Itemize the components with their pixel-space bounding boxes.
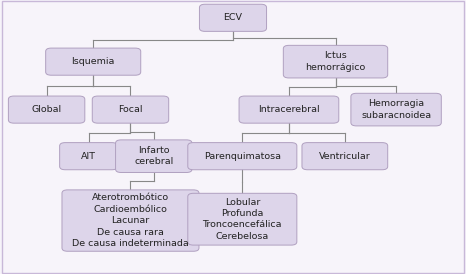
Text: Hemorragia
subaracnoidea: Hemorragia subaracnoidea: [361, 99, 431, 120]
Text: ECV: ECV: [224, 13, 242, 22]
FancyBboxPatch shape: [239, 96, 339, 123]
Text: Global: Global: [32, 105, 62, 114]
FancyBboxPatch shape: [60, 142, 117, 170]
FancyBboxPatch shape: [188, 142, 297, 170]
Text: Aterotrombótico
Cardioembólico
Lacunar
De causa rara
De causa indeterminada: Aterotrombótico Cardioembólico Lacunar D…: [72, 193, 189, 248]
FancyBboxPatch shape: [351, 93, 441, 126]
FancyBboxPatch shape: [199, 4, 267, 32]
FancyBboxPatch shape: [188, 193, 297, 245]
Text: Ictus
hemorrágico: Ictus hemorrágico: [305, 52, 366, 72]
Text: Lobular
Profunda
Troncoencefálica
Cerebelosa: Lobular Profunda Troncoencefálica Cerebe…: [203, 198, 282, 241]
FancyBboxPatch shape: [8, 96, 85, 123]
FancyBboxPatch shape: [302, 142, 388, 170]
Text: Parenquimatosa: Parenquimatosa: [204, 152, 281, 161]
Text: Focal: Focal: [118, 105, 143, 114]
Text: Ventricular: Ventricular: [319, 152, 371, 161]
Text: Infarto
cerebral: Infarto cerebral: [134, 146, 173, 166]
Text: Intracerebral: Intracerebral: [258, 105, 320, 114]
FancyBboxPatch shape: [116, 140, 192, 173]
FancyBboxPatch shape: [46, 48, 141, 75]
FancyBboxPatch shape: [92, 96, 169, 123]
FancyBboxPatch shape: [62, 190, 199, 251]
FancyBboxPatch shape: [283, 45, 388, 78]
Text: AIT: AIT: [81, 152, 96, 161]
Text: Isquemia: Isquemia: [71, 57, 115, 66]
